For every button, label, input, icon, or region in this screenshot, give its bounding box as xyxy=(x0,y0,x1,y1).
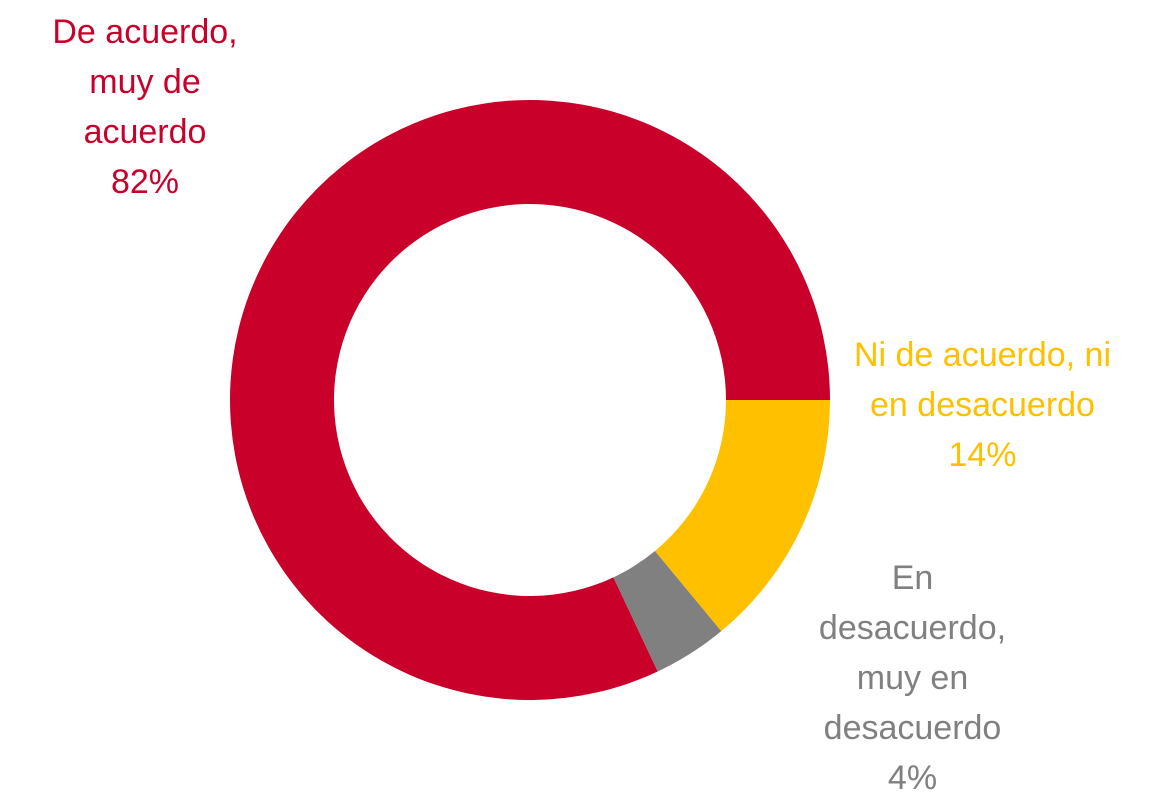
donut-segment xyxy=(613,551,722,672)
label-name: De acuerdo, muy de acuerdo xyxy=(52,13,238,151)
label-value: 14% xyxy=(948,436,1017,474)
label-value: 82% xyxy=(110,163,180,201)
data-label: Ni de acuerdo, ni en desacuerdo 14% xyxy=(845,330,1120,480)
label-name: En desacuerdo, muy en desacuerdo xyxy=(818,559,1007,747)
label-value: 4% xyxy=(887,759,938,797)
donut-segment xyxy=(654,400,831,632)
label-name: Ni de acuerdo, ni en desacuerdo xyxy=(853,336,1112,424)
donut-segment xyxy=(230,99,830,700)
data-label: De acuerdo, muy de acuerdo 82% xyxy=(40,7,250,207)
data-label: En desacuerdo, muy en desacuerdo 4% xyxy=(800,553,1025,803)
